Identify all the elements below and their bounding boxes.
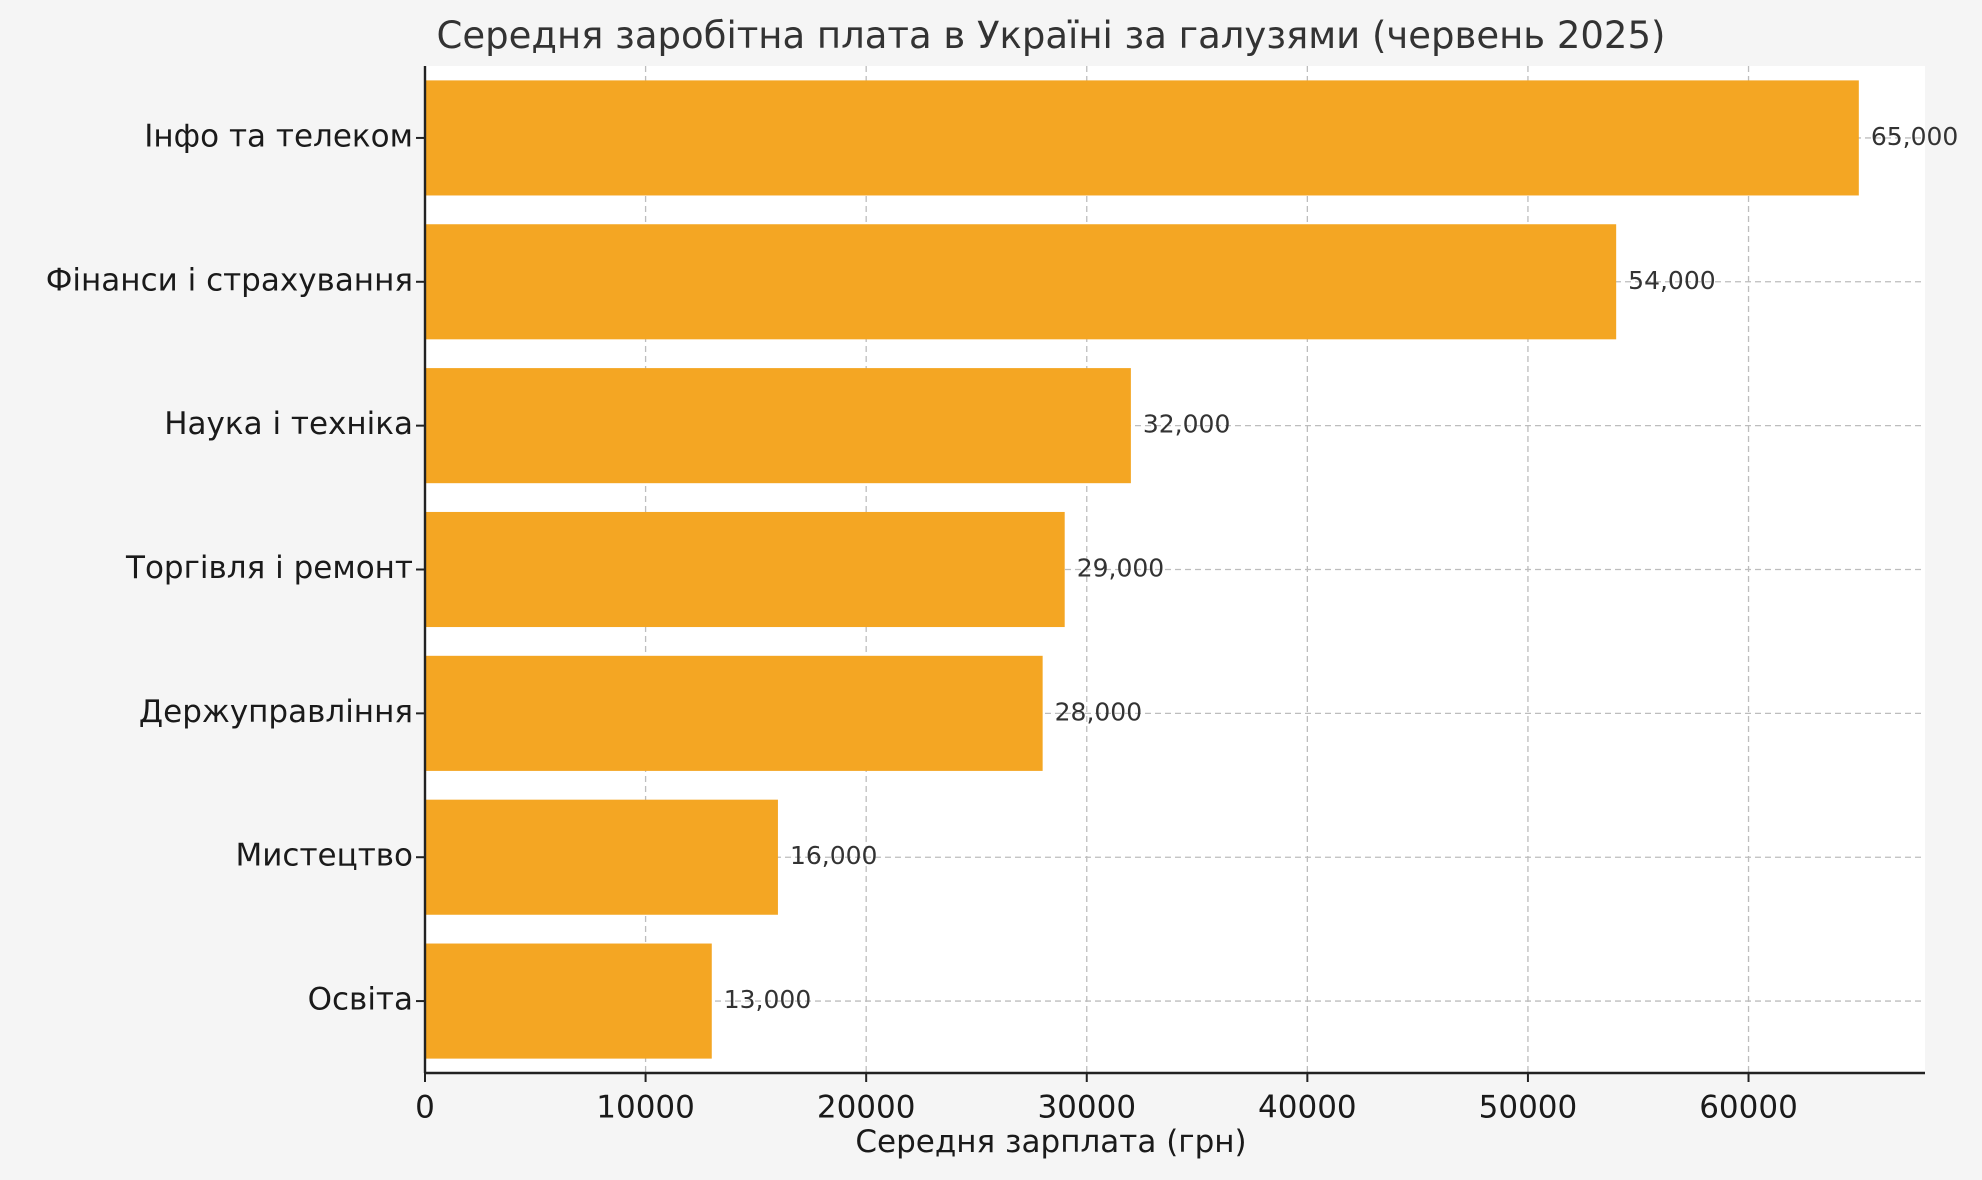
chart-title: Середня заробітна плата в Україні за гал… xyxy=(437,14,1666,57)
value-label: 65,000 xyxy=(1871,122,1958,151)
bar xyxy=(425,224,1617,340)
category-label: Наука і техніка xyxy=(164,406,413,442)
value-label: 28,000 xyxy=(1055,697,1142,726)
bar xyxy=(425,799,778,915)
value-label: 16,000 xyxy=(790,841,877,870)
x-tick-label: 40000 xyxy=(1258,1090,1357,1126)
x-tick-label: 20000 xyxy=(817,1090,916,1126)
bar xyxy=(425,655,1043,771)
category-label: Фінанси і страхування xyxy=(46,262,413,298)
x-tick-label: 10000 xyxy=(596,1090,695,1126)
bar xyxy=(425,943,712,1059)
x-tick-label: 60000 xyxy=(1699,1090,1798,1126)
value-label: 54,000 xyxy=(1628,266,1715,295)
category-label: Мистецтво xyxy=(236,838,413,874)
x-tick-label: 0 xyxy=(415,1090,435,1126)
category-label: Торгівля і ремонт xyxy=(125,550,413,586)
category-label: Освіта xyxy=(308,982,413,1018)
value-label: 13,000 xyxy=(724,985,811,1014)
category-label: Держуправління xyxy=(139,694,413,730)
x-ticks: 0 10000 20000 30000 40000 50000 60000 xyxy=(415,136,1798,1126)
value-labels: 65,000 54,000 32,000 29,000 28,000 16,000 13,0… xyxy=(724,122,1959,1014)
x-tick-label: 50000 xyxy=(1479,1090,1578,1126)
bar xyxy=(425,80,1859,196)
value-label: 29,000 xyxy=(1077,554,1164,583)
category-label: Інфо та телеком xyxy=(144,118,413,154)
bar xyxy=(425,368,1131,484)
x-tick-label: 30000 xyxy=(1037,1090,1136,1126)
value-label: 32,000 xyxy=(1143,410,1230,439)
x-axis-title: Середня зарплата (грн) xyxy=(855,1124,1246,1160)
bars xyxy=(425,80,1859,1059)
category-labels: Інфо та телеком Фінанси і страхування Наук… xyxy=(46,118,413,1017)
bar xyxy=(425,511,1065,628)
